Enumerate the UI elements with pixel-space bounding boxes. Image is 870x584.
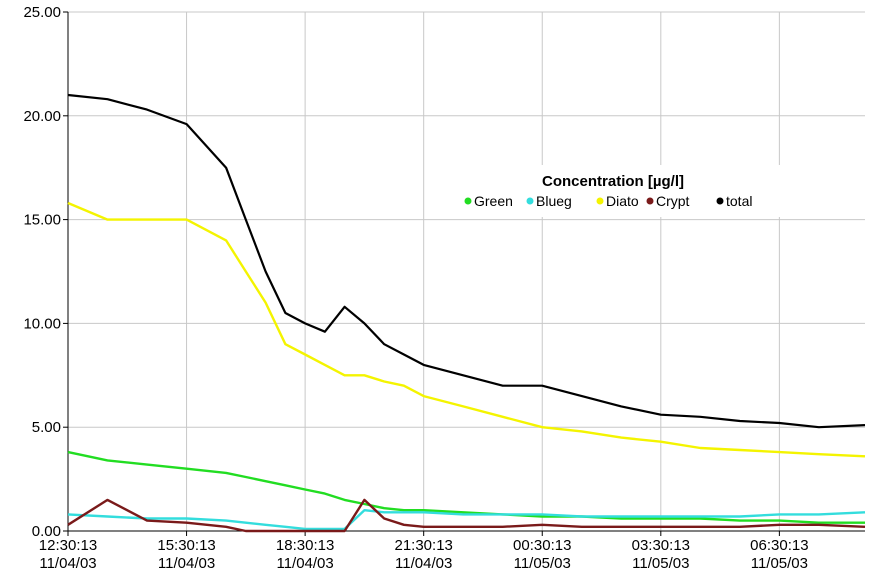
legend-marker-total (716, 197, 724, 205)
legend-marker-green (464, 197, 472, 205)
x-tick-label-date: 11/04/03 (158, 555, 215, 572)
x-tick-label-date: 11/04/03 (276, 555, 333, 572)
x-tick-label-time: 18:30:13 (276, 537, 334, 554)
series-line-crypt (67, 498, 866, 533)
x-tick-label-time: 21:30:13 (394, 537, 452, 554)
legend-marker-diato (596, 197, 604, 205)
legend-label-total: total (726, 193, 752, 209)
y-tick-label: 5.00 (32, 419, 61, 436)
x-tick-label-time: 03:30:13 (632, 537, 690, 554)
legend-background (455, 165, 795, 217)
x-tick-label-time: 06:30:13 (750, 537, 808, 554)
x-tick-label-date: 11/05/03 (751, 555, 808, 572)
legend-title: Concentration [µg/l] (542, 173, 684, 190)
y-tick-label: 15.00 (23, 212, 61, 229)
legend-label-blueg: Blueg (536, 193, 572, 209)
x-tick-label-time: 15:30:13 (157, 537, 215, 554)
x-tick-label-time: 12:30:13 (39, 537, 97, 554)
axes: 0.005.0010.0015.0020.0025.0012:30:1311/0… (23, 4, 865, 572)
x-tick-label-date: 11/05/03 (514, 555, 571, 572)
legend-marker-blueg (526, 197, 534, 205)
y-tick-label: 10.00 (23, 315, 61, 332)
grid (68, 11, 865, 532)
legend: Concentration [µg/l] Green Blueg Diato Crypt… (455, 165, 795, 217)
series-line-green (67, 450, 865, 524)
x-tick-label-date: 11/04/03 (395, 555, 452, 572)
x-tick-label-time: 00:30:13 (513, 537, 571, 554)
y-tick-label: 0.00 (32, 523, 61, 540)
legend-label-crypt: Crypt (656, 193, 690, 209)
series-line-blueg (67, 509, 866, 531)
legend-label-green: Green (474, 193, 513, 209)
x-tick-label-date: 11/05/03 (632, 555, 689, 572)
series-line-diato (67, 201, 866, 458)
y-tick-label: 20.00 (23, 108, 61, 125)
legend-marker-crypt (646, 197, 654, 205)
series-line-total (67, 93, 866, 429)
x-tick-label-date: 11/04/03 (39, 555, 96, 572)
legend-label-diato: Diato (606, 193, 639, 209)
y-tick-label: 25.00 (23, 4, 61, 21)
series-lines (67, 93, 866, 533)
